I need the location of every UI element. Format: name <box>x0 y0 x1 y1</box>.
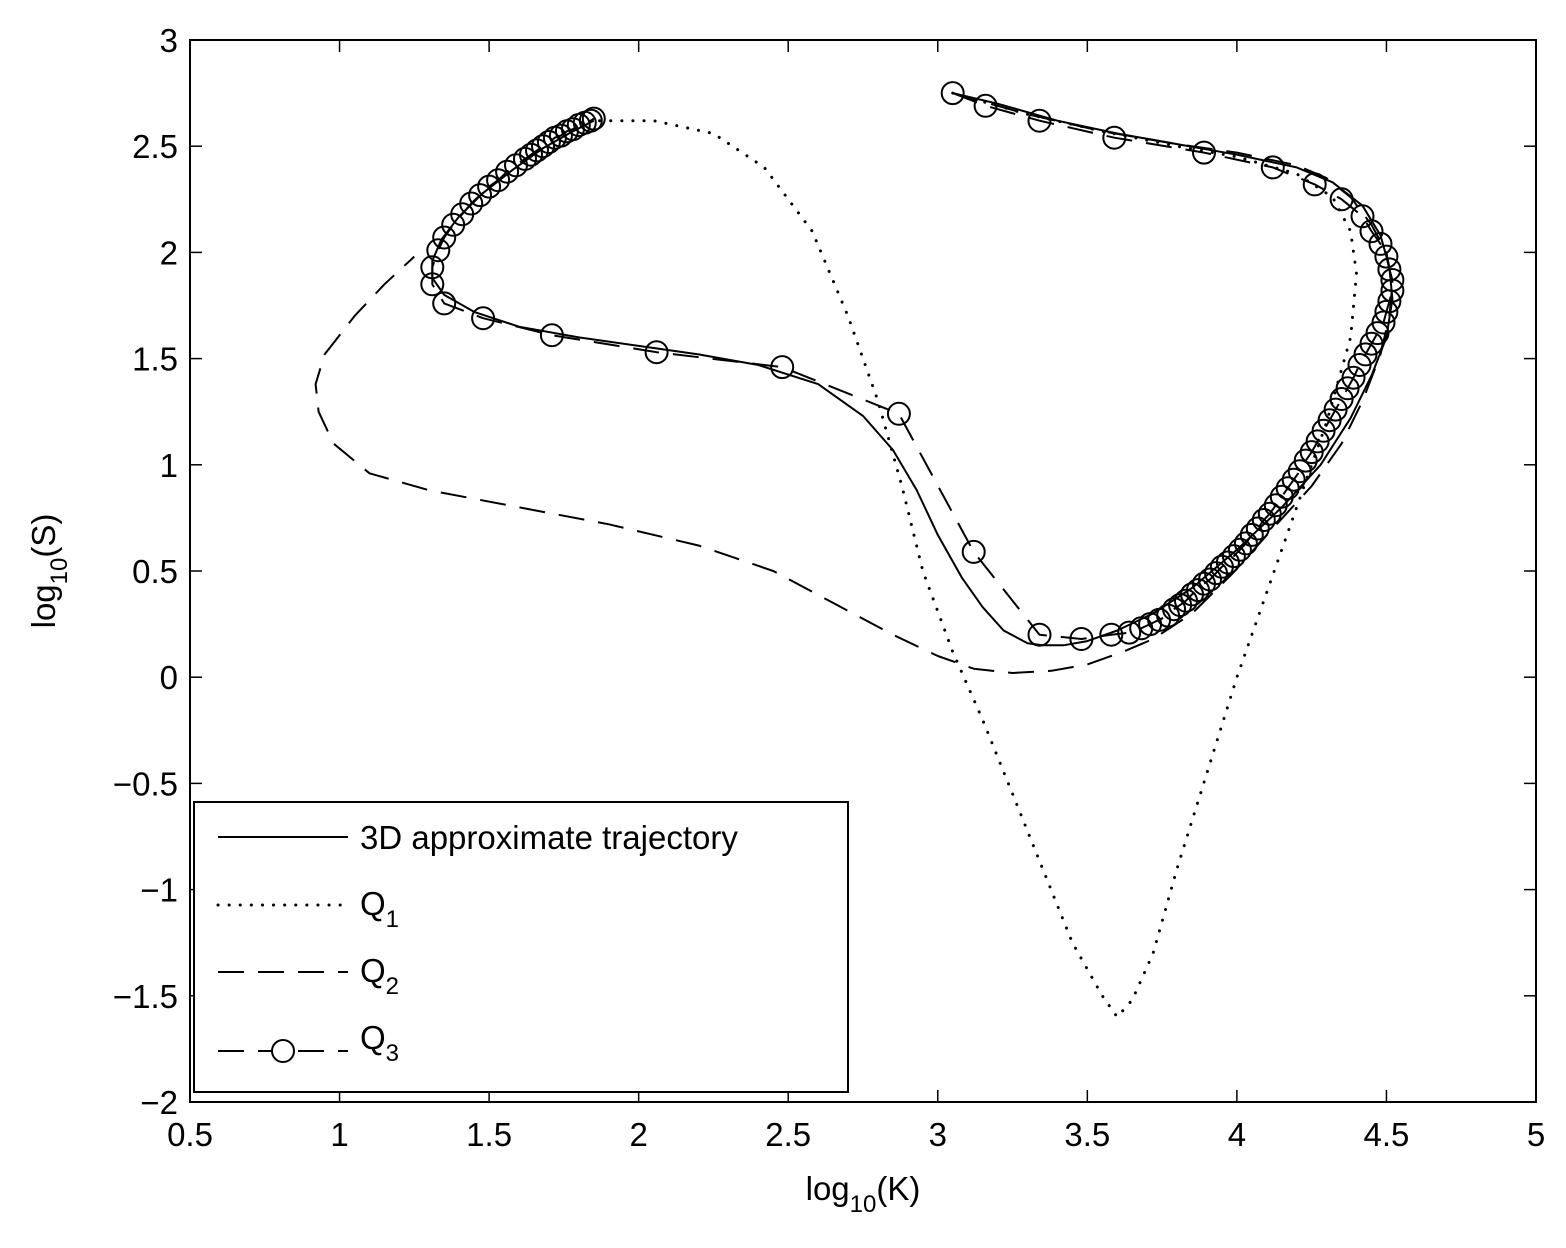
legend-label-q1: Q1 <box>360 885 399 933</box>
data-point-marker <box>770 355 795 380</box>
y-tick-label: −0.5 <box>113 765 178 802</box>
data-point-marker <box>1299 440 1324 465</box>
data-point-marker <box>581 106 606 131</box>
legend: 3D approximate trajectory Q1 Q2 Q3 <box>193 801 849 1093</box>
data-point-marker <box>1260 155 1285 180</box>
data-point-marker <box>1359 219 1384 244</box>
data-point-marker <box>420 255 445 280</box>
x-tick-label: 2 <box>629 1116 647 1153</box>
y-tick-label: 2 <box>160 234 178 271</box>
data-point-marker <box>1129 616 1154 641</box>
data-point-marker <box>1245 516 1270 541</box>
data-point-marker <box>548 123 573 148</box>
data-point-marker <box>1233 531 1258 556</box>
data-point-marker <box>471 306 496 331</box>
x-tick-label: 5 <box>1527 1116 1545 1153</box>
plot-frame <box>189 39 1537 1103</box>
data-point-marker <box>1275 476 1300 501</box>
y-tick-labels: −2 −1.5 −1 −0.5 0 0.5 1 1.5 2 2.5 3 <box>113 22 178 1121</box>
y-tick-label: 1 <box>160 447 178 484</box>
data-point-marker <box>1251 508 1276 532</box>
x-tick-label: 4 <box>1228 1116 1246 1153</box>
legend-marker-q3 <box>271 1039 295 1063</box>
data-point-marker <box>531 134 555 159</box>
x-tick-label: 4.5 <box>1364 1116 1410 1153</box>
data-point-marker <box>1329 187 1354 212</box>
legend-label-q3: Q3 <box>360 1019 399 1067</box>
y-tick-label: 0.5 <box>132 553 178 590</box>
data-point-marker <box>1347 353 1372 377</box>
data-point-marker <box>1069 627 1094 651</box>
x-tick-label: 3.5 <box>1064 1116 1110 1153</box>
data-point-marker <box>1302 172 1327 197</box>
y-axis-label: log10(S) <box>25 514 73 629</box>
data-point-marker <box>495 159 520 184</box>
data-point-marker <box>1287 459 1312 484</box>
data-point-marker <box>536 130 561 154</box>
data-point-marker <box>468 183 493 208</box>
data-point-marker <box>1239 522 1264 547</box>
legend-box <box>193 801 849 1093</box>
y-tick-label: −1.5 <box>113 978 178 1015</box>
series-line <box>314 92 1394 674</box>
data-point-marker <box>644 340 669 365</box>
data-point-marker <box>1174 588 1198 613</box>
data-point-marker <box>1368 231 1393 256</box>
x-tick-labels: 0.5 1 1.5 2 2.5 3 3.5 4 4.5 5 <box>167 1116 1545 1153</box>
data-point-marker <box>1350 204 1375 229</box>
data-point-marker <box>525 138 549 163</box>
data-point-marker <box>1209 554 1234 579</box>
data-point-marker <box>432 225 457 250</box>
y-tick-label: 1.5 <box>132 341 178 378</box>
data-point-marker <box>539 323 564 348</box>
data-point-marker <box>459 191 484 216</box>
y-tick-label: 0 <box>160 659 178 696</box>
y-tick-label: −1 <box>140 872 178 909</box>
data-point-marker <box>1117 620 1142 645</box>
data-point-marker <box>1257 501 1282 526</box>
x-tick-label: 1.5 <box>466 1116 512 1153</box>
data-point-marker <box>1374 299 1399 324</box>
data-point-marker <box>1027 622 1052 647</box>
data-point-marker <box>519 142 543 167</box>
y-tick-label: 3 <box>160 22 178 59</box>
data-point-marker <box>1281 467 1306 492</box>
data-point-marker <box>1269 484 1294 509</box>
series-q2 <box>314 92 1394 674</box>
data-point-marker <box>486 168 511 193</box>
data-point-marker <box>973 93 998 118</box>
legend-label-q2: Q2 <box>360 952 399 1000</box>
x-axis-label: log10(K) <box>806 1170 921 1218</box>
x-tick-label: 2.5 <box>765 1116 811 1153</box>
y-tick-label: −2 <box>140 1084 178 1121</box>
data-point-marker <box>961 539 986 564</box>
data-point-marker <box>1192 140 1216 165</box>
data-point-marker <box>1102 125 1127 150</box>
data-point-marker <box>513 146 537 171</box>
data-point-marker <box>1027 108 1052 133</box>
x-tick-label: 1 <box>330 1116 348 1153</box>
data-point-marker <box>1374 244 1399 269</box>
data-point-marker <box>420 272 445 297</box>
data-point-marker <box>426 238 451 263</box>
series-layer <box>314 81 1405 1019</box>
legend-label-3d-trajectory: 3D approximate trajectory <box>360 819 738 856</box>
data-point-marker <box>1099 622 1124 647</box>
data-point-marker <box>578 108 603 133</box>
y-tick-label: 2.5 <box>132 128 178 165</box>
data-point-marker <box>432 291 457 316</box>
data-point-marker <box>940 81 965 106</box>
series-line <box>431 92 1394 640</box>
data-point-marker <box>1263 493 1288 518</box>
series-q3 <box>420 81 1405 651</box>
data-point-marker <box>1227 537 1252 562</box>
x-tick-label: 0.5 <box>167 1116 213 1153</box>
data-point-marker <box>886 401 911 426</box>
x-tick-label: 3 <box>929 1116 947 1153</box>
